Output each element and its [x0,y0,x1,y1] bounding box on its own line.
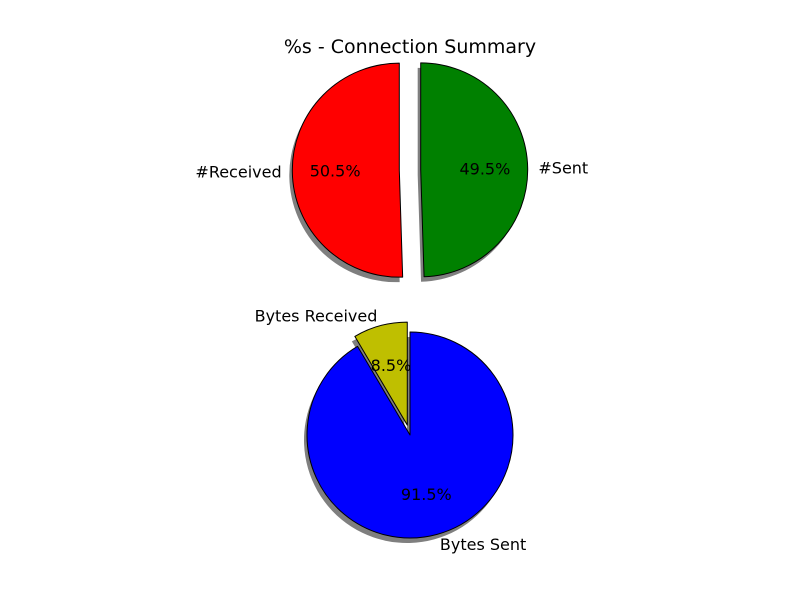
pie-percent-bytes-received: 8.5% [371,356,412,375]
pie-slice-bytes-received [354,321,408,426]
pie-label-received: #Received [195,163,281,182]
pie-chart-connections: #Received 50.5% #Sent 49.5% [195,62,588,283]
pie-label-sent: #Sent [538,158,588,177]
pie-slice-received [291,62,404,278]
chart-title: %s - Connection Summary [284,36,536,58]
pie-chart-bytes: Bytes Received 8.5% Bytes Sent 91.5% [255,306,527,554]
pie-percent-sent: 49.5% [459,159,510,178]
pie-slice-bytes-sent [306,331,514,539]
pie-label-bytes-received: Bytes Received [255,306,378,325]
pie-percent-bytes-sent: 91.5% [401,485,452,504]
pie-slice-sent [420,62,529,278]
pie-label-bytes-sent: Bytes Sent [440,535,526,554]
pie-percent-received: 50.5% [310,162,361,181]
